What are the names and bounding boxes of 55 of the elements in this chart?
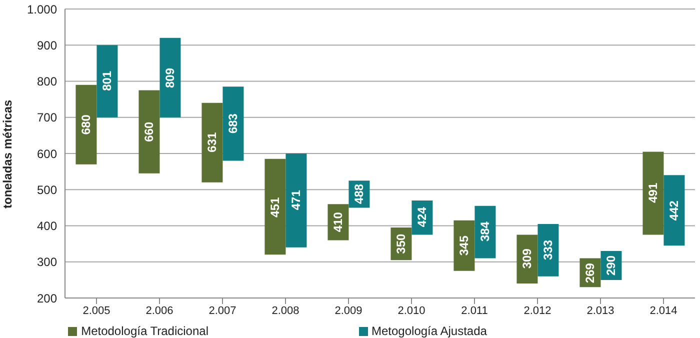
bar [138,90,160,174]
bar [642,152,664,235]
annotation: 424 [415,206,430,228]
y-axis-title: toneladas métricas [0,99,14,208]
x-tick-label: 2.014 [650,304,678,317]
annotation: 384 [478,221,492,242]
annotation: 801 [100,70,114,91]
bar [202,102,223,182]
legend-label: Metogología Ajustada [372,324,487,338]
y-tick-label: 600 [36,146,58,161]
bar [264,158,286,255]
annotation: 451 [268,196,282,218]
y-tick-label: 700 [36,110,58,125]
bar [96,45,118,118]
annotation: 660 [142,121,156,142]
legend-label: Metodología Tradicional [81,324,208,338]
x-tick-label: 2.010 [398,304,426,317]
x-tick-label: 2.006 [146,304,174,317]
annotation: 309 [520,248,534,269]
y-tick-label: 900 [36,38,58,52]
y-tick-label: 500 [36,182,58,197]
x-tick-label: 2.011 [461,304,488,317]
annotation: 410 [331,212,346,232]
annotation: 471 [289,190,304,210]
bar [160,38,181,118]
y-tick-label: 1.000 [26,2,58,16]
x-tick-label: 2.012 [524,304,552,317]
annotation: 333 [541,240,556,260]
bar [222,86,244,161]
annotation: 631 [205,132,220,152]
bar [538,224,559,276]
x-tick-label: 2.013 [586,304,614,317]
annotation: 350 [394,233,408,254]
bar [286,154,307,248]
annotation: 345 [457,235,472,256]
bar [474,206,496,258]
bar [76,84,97,164]
annotation: 491 [646,182,660,203]
x-tick-label: 2.009 [334,304,362,317]
y-tick-label: 400 [36,219,58,234]
annotation: 809 [163,68,178,88]
annotation: 488 [352,184,366,204]
annotation: 269 [583,262,598,284]
annotation: 290 [604,255,618,276]
y-tick-label: 800 [36,74,58,89]
annotation: 442 [667,200,682,221]
y-tick-label: 200 [36,291,58,306]
x-tick-label: 2.008 [272,304,300,317]
x-tick-label: 2.007 [208,304,236,317]
bar [454,220,475,271]
bar [664,175,685,246]
y-tick-label: 300 [36,255,58,270]
annotation: 680 [79,114,94,135]
x-tick-label: 2.005 [82,304,110,317]
annotation: 683 [226,113,240,134]
